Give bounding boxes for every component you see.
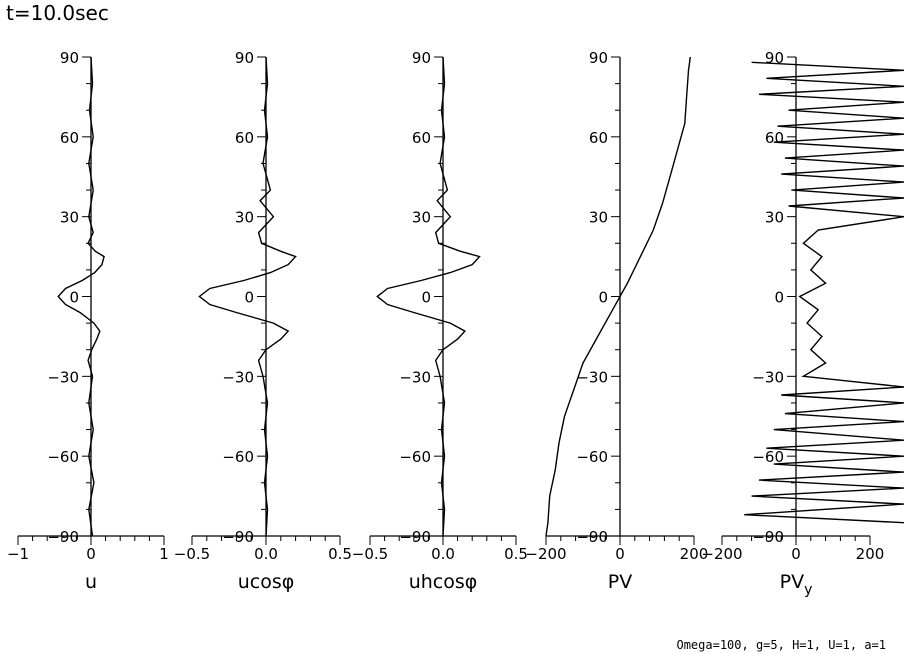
y-tick-label: 0 <box>69 289 79 307</box>
y-tick-label: −30 <box>222 368 254 386</box>
x-tick-label: 0.5 <box>328 545 352 563</box>
x-tick-label: 200 <box>680 545 709 563</box>
x-axis-label: ucosφ <box>238 571 295 593</box>
y-tick-label: −90 <box>399 528 431 546</box>
x-tick-label: −0.5 <box>174 545 210 563</box>
y-tick-label: −30 <box>47 368 79 386</box>
y-tick-label: −90 <box>47 528 79 546</box>
x-tick-label: 0 <box>791 545 801 563</box>
y-tick-label: −30 <box>576 368 608 386</box>
plot-title: t=10.0sec <box>6 1 109 25</box>
series-line-3 <box>545 56 691 537</box>
x-tick-label: −200 <box>701 545 742 563</box>
y-tick-label: 0 <box>774 289 784 307</box>
x-tick-label: −200 <box>525 545 566 563</box>
y-tick-label: −60 <box>47 448 79 466</box>
parameters-footer: Omega=100, g=5, H=1, U=1, a=1 <box>676 638 886 652</box>
y-tick-label: 90 <box>235 49 254 67</box>
y-tick-label: 90 <box>412 49 431 67</box>
x-tick-label: 0.5 <box>504 545 528 563</box>
y-tick-label: 30 <box>412 209 431 227</box>
y-tick-label: −90 <box>752 528 784 546</box>
y-tick-label: 60 <box>60 129 79 147</box>
y-tick-label: −60 <box>399 448 431 466</box>
y-tick-label: −90 <box>222 528 254 546</box>
x-axis-label: PV <box>608 571 632 593</box>
y-tick-label: 60 <box>235 129 254 147</box>
y-tick-label: 30 <box>235 209 254 227</box>
y-tick-label: 60 <box>412 129 431 147</box>
x-axis-label: u <box>85 571 97 593</box>
x-axis-label: PVy <box>780 571 813 598</box>
y-tick-label: 0 <box>244 289 254 307</box>
x-axis-label-subscript: y <box>804 582 812 598</box>
x-tick-label: −0.5 <box>352 545 388 563</box>
y-tick-label: 60 <box>589 129 608 147</box>
y-tick-label: 30 <box>60 209 79 227</box>
y-tick-label: −60 <box>222 448 254 466</box>
y-tick-label: 30 <box>765 209 784 227</box>
y-tick-label: 90 <box>765 49 784 67</box>
y-tick-label: −90 <box>576 528 608 546</box>
series-line-1 <box>198 56 297 537</box>
x-tick-label: −1 <box>7 545 29 563</box>
y-tick-label: −30 <box>752 368 784 386</box>
x-tick-label: 0 <box>86 545 96 563</box>
series-line-2 <box>376 56 481 537</box>
y-tick-label: −30 <box>399 368 431 386</box>
y-tick-label: 30 <box>589 209 608 227</box>
y-tick-label: 0 <box>598 289 608 307</box>
y-tick-label: −60 <box>576 448 608 466</box>
y-tick-label: 90 <box>60 49 79 67</box>
series-line-4 <box>744 61 904 524</box>
y-tick-label: 0 <box>421 289 431 307</box>
x-tick-label: 0.0 <box>431 545 455 563</box>
series-line-0 <box>57 56 105 537</box>
x-tick-label: 200 <box>856 545 885 563</box>
y-tick-label: 60 <box>765 129 784 147</box>
x-tick-label: 0.0 <box>254 545 278 563</box>
y-tick-label: −60 <box>752 448 784 466</box>
x-tick-label: 1 <box>159 545 169 563</box>
y-tick-label: 90 <box>589 49 608 67</box>
x-axis-label: uhcosφ <box>409 571 478 593</box>
x-tick-label: 0 <box>615 545 625 563</box>
